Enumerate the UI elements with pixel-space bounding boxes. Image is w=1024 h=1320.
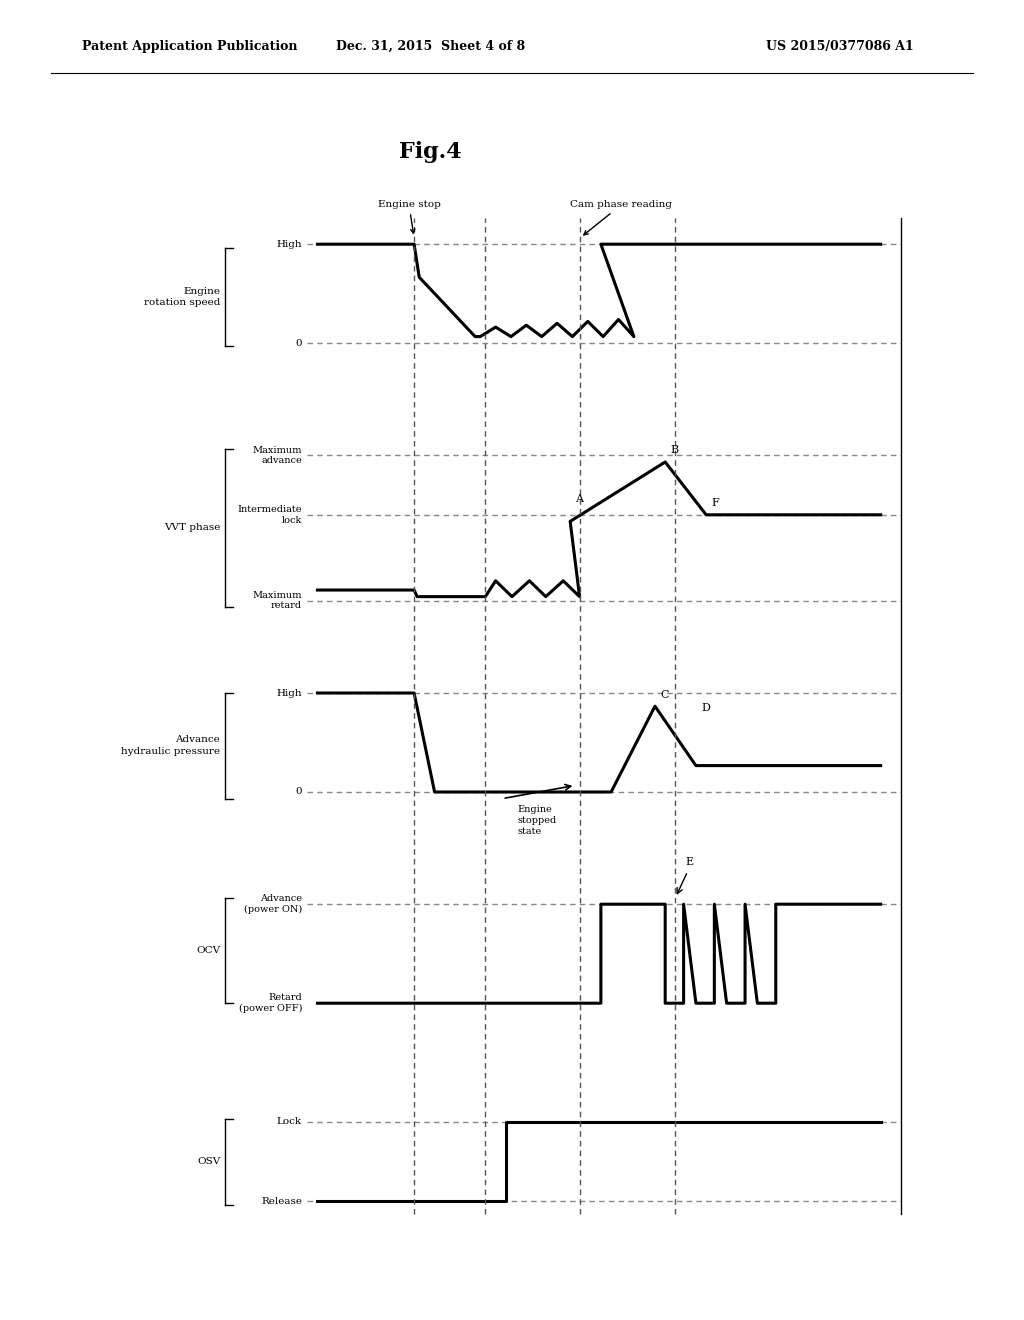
Text: D: D [701, 702, 710, 713]
Text: 0: 0 [296, 788, 302, 796]
Text: Maximum
advance: Maximum advance [253, 446, 302, 465]
Text: Fig.4: Fig.4 [398, 141, 462, 162]
Text: Engine
rotation speed: Engine rotation speed [143, 286, 220, 308]
Text: Retard
(power OFF): Retard (power OFF) [239, 994, 302, 1012]
Text: OCV: OCV [196, 946, 220, 954]
Text: Release: Release [261, 1197, 302, 1205]
Text: VVT phase: VVT phase [164, 524, 220, 532]
Text: Patent Application Publication: Patent Application Publication [82, 40, 297, 53]
Text: F: F [712, 498, 719, 508]
Text: Advance
hydraulic pressure: Advance hydraulic pressure [121, 735, 220, 756]
Text: High: High [276, 689, 302, 697]
Text: Maximum
retard: Maximum retard [253, 591, 302, 610]
Text: US 2015/0377086 A1: US 2015/0377086 A1 [766, 40, 913, 53]
Text: High: High [276, 240, 302, 248]
Text: A: A [575, 494, 584, 504]
Text: Engine stop: Engine stop [378, 201, 440, 234]
Text: C: C [660, 689, 669, 700]
Text: 0: 0 [296, 339, 302, 347]
Text: B: B [671, 445, 679, 455]
Text: Lock: Lock [276, 1118, 302, 1126]
Text: OSV: OSV [197, 1158, 220, 1166]
Text: Dec. 31, 2015  Sheet 4 of 8: Dec. 31, 2015 Sheet 4 of 8 [336, 40, 524, 53]
Text: E: E [686, 857, 694, 867]
Text: Engine
stopped
state: Engine stopped state [518, 805, 557, 837]
Text: Intermediate
lock: Intermediate lock [238, 506, 302, 524]
Text: Advance
(power ON): Advance (power ON) [244, 895, 302, 913]
Text: Cam phase reading: Cam phase reading [570, 201, 673, 235]
